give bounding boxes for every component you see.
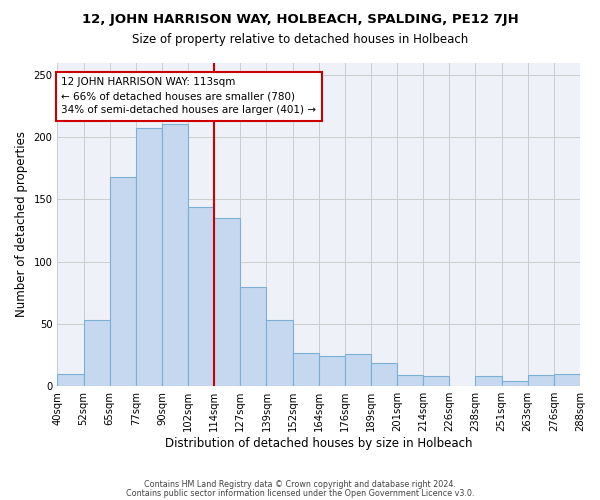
Bar — [214, 218, 241, 386]
Text: Contains public sector information licensed under the Open Government Licence v3: Contains public sector information licen… — [126, 490, 474, 498]
Bar — [371, 362, 397, 386]
Bar — [241, 286, 266, 386]
Bar — [528, 375, 554, 386]
Text: 12 JOHN HARRISON WAY: 113sqm
← 66% of detached houses are smaller (780)
34% of s: 12 JOHN HARRISON WAY: 113sqm ← 66% of de… — [61, 78, 316, 116]
Text: 12, JOHN HARRISON WAY, HOLBEACH, SPALDING, PE12 7JH: 12, JOHN HARRISON WAY, HOLBEACH, SPALDIN… — [82, 12, 518, 26]
Bar — [110, 177, 136, 386]
Y-axis label: Number of detached properties: Number of detached properties — [15, 132, 28, 318]
X-axis label: Distribution of detached houses by size in Holbeach: Distribution of detached houses by size … — [165, 437, 472, 450]
Bar — [345, 354, 371, 386]
Bar — [162, 124, 188, 386]
Bar — [397, 375, 423, 386]
Bar — [293, 352, 319, 386]
Bar — [188, 207, 214, 386]
Bar — [319, 356, 345, 386]
Bar — [58, 374, 83, 386]
Bar — [423, 376, 449, 386]
Bar — [136, 128, 162, 386]
Text: Contains HM Land Registry data © Crown copyright and database right 2024.: Contains HM Land Registry data © Crown c… — [144, 480, 456, 489]
Text: Size of property relative to detached houses in Holbeach: Size of property relative to detached ho… — [132, 32, 468, 46]
Bar — [554, 374, 580, 386]
Bar — [266, 320, 293, 386]
Bar — [475, 376, 502, 386]
Bar — [502, 381, 528, 386]
Bar — [83, 320, 110, 386]
